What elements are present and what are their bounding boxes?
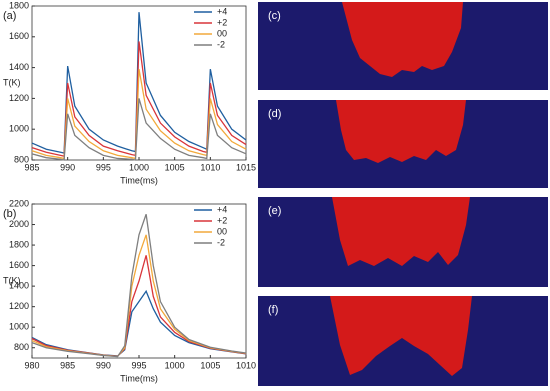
panel-label: (d) xyxy=(268,108,281,120)
series-line xyxy=(31,98,247,161)
legend-label: -2 xyxy=(217,237,225,247)
panel-d: (d) xyxy=(258,100,548,188)
x-tick-label: 1010 xyxy=(236,360,256,370)
x-tick-label: 985 xyxy=(24,162,39,172)
y-tick-label: 800 xyxy=(14,154,29,164)
x-tick-label: 1010 xyxy=(200,162,220,172)
x-tick-label: 980 xyxy=(24,360,39,370)
y-tick-label: 1000 xyxy=(9,322,29,332)
x-tick-label: 990 xyxy=(60,162,75,172)
y-tick-label: 1200 xyxy=(9,93,29,103)
y-tick-label: 1400 xyxy=(9,62,29,72)
legend-label: +4 xyxy=(217,6,227,16)
panel-label: (f) xyxy=(268,304,278,316)
panel-c: (c) xyxy=(258,2,548,90)
x-tick-label: 1000 xyxy=(129,162,149,172)
series-line xyxy=(31,69,247,160)
y-tick-label: 2000 xyxy=(9,219,29,229)
series-line xyxy=(31,234,247,358)
y-axis-label: T(K) xyxy=(3,77,21,87)
panel-label: (a) xyxy=(3,10,16,22)
melt-pool xyxy=(332,197,470,266)
legend-label: +2 xyxy=(217,17,227,27)
y-tick-label: 1600 xyxy=(9,31,29,41)
x-tick-label: 1005 xyxy=(165,162,185,172)
panel-label: (c) xyxy=(268,10,281,22)
legend-label: 00 xyxy=(217,28,227,38)
x-tick-label: 1015 xyxy=(236,162,256,172)
legend-label: -2 xyxy=(217,39,225,49)
panel-label: (b) xyxy=(3,208,16,220)
y-tick-label: 1400 xyxy=(9,281,29,291)
y-tick-label: 1000 xyxy=(9,124,29,134)
x-tick-label: 1005 xyxy=(200,360,220,370)
y-tick-label: 800 xyxy=(14,342,29,352)
y-tick-label: 1600 xyxy=(9,260,29,270)
melt-pool xyxy=(336,100,466,163)
legend-label: 00 xyxy=(217,226,227,236)
x-axis-label: Time(ms) xyxy=(120,175,158,185)
x-axis-label: Time(ms) xyxy=(120,373,158,383)
x-tick-label: 985 xyxy=(60,360,75,370)
x-tick-label: 995 xyxy=(96,162,111,172)
x-tick-label: 1000 xyxy=(165,360,185,370)
panel-f: (f) xyxy=(258,296,548,386)
panel-label: (e) xyxy=(268,205,281,217)
x-tick-label: 995 xyxy=(131,360,146,370)
series-line xyxy=(31,255,247,357)
legend-label: +4 xyxy=(217,204,227,214)
y-axis-label: T(K) xyxy=(3,275,21,285)
y-tick-label: 1200 xyxy=(9,301,29,311)
panel-e: (e) xyxy=(258,197,548,287)
series-line xyxy=(31,214,247,358)
y-tick-label: 1800 xyxy=(9,239,29,249)
series-line xyxy=(31,289,247,357)
y-tick-label: 2200 xyxy=(9,198,29,208)
x-tick-label: 990 xyxy=(96,360,111,370)
melt-pool xyxy=(330,296,472,376)
y-tick-label: 1800 xyxy=(9,0,29,10)
legend-label: +2 xyxy=(217,215,227,225)
melt-pool xyxy=(342,2,463,77)
